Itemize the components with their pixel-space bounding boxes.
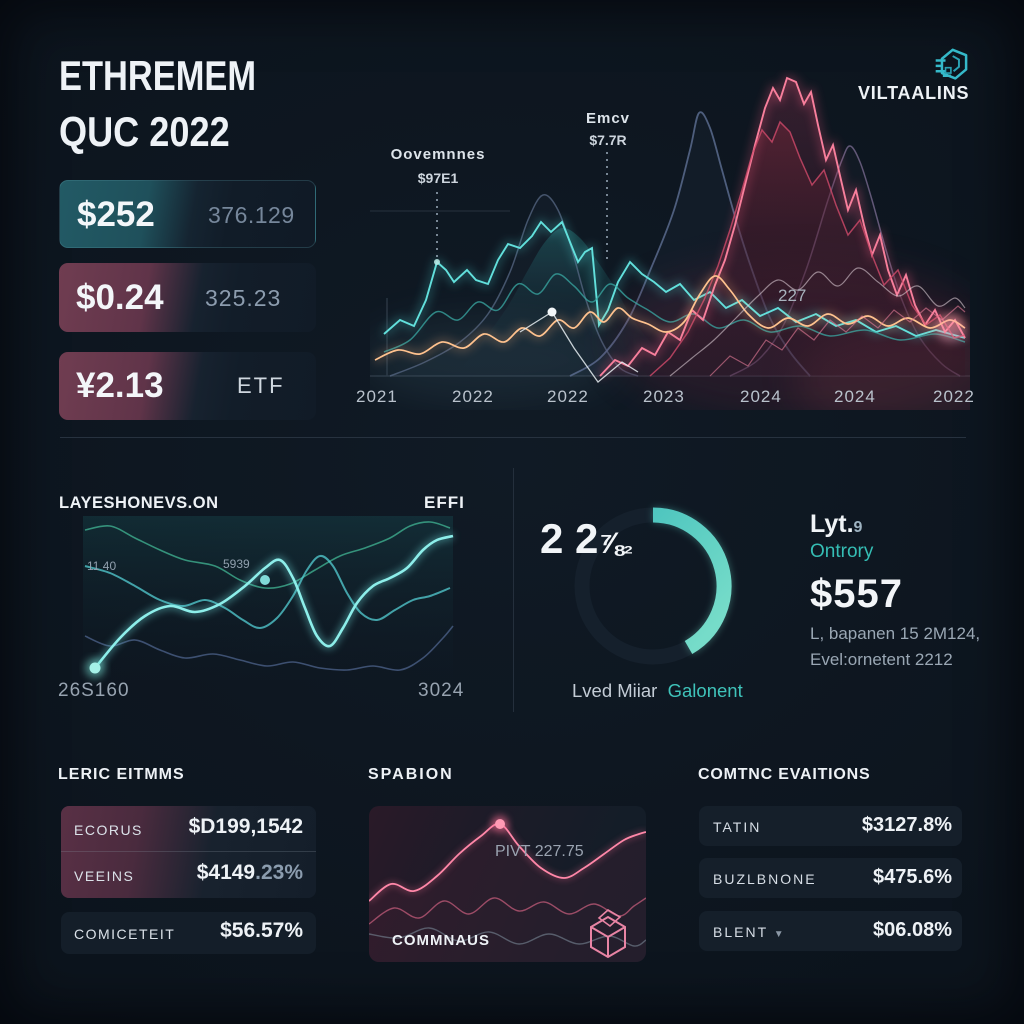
svg-text:11 40: 11 40: [87, 559, 116, 573]
svg-text:5939: 5939: [223, 557, 250, 571]
